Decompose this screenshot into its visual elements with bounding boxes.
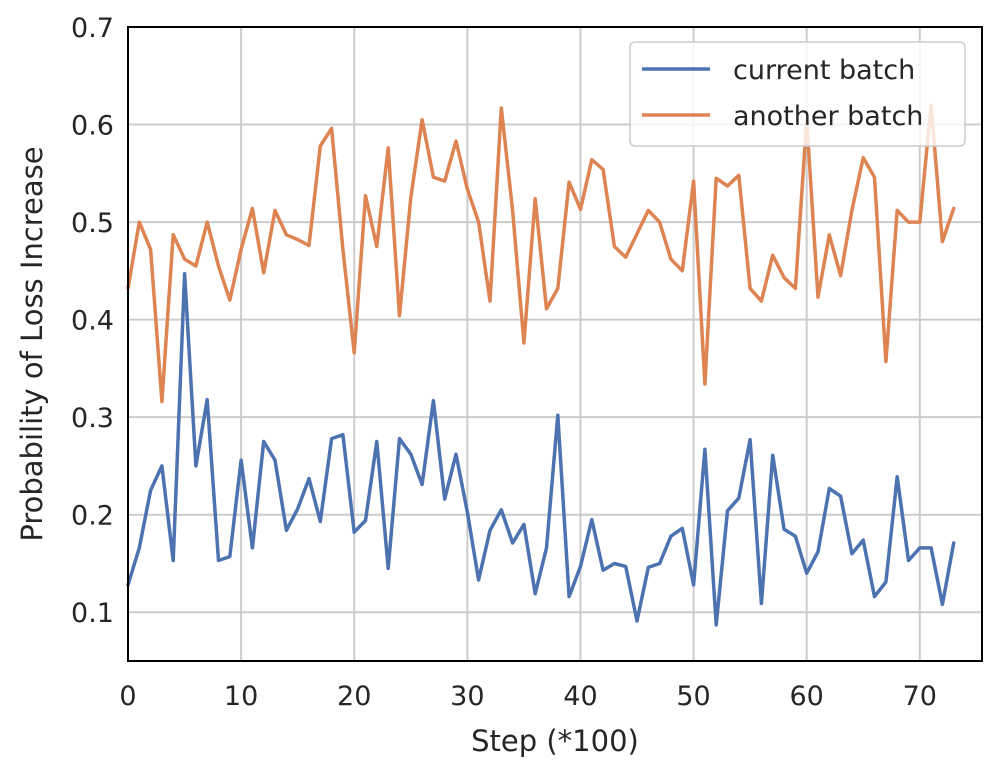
x-tick-label: 10 xyxy=(224,681,258,712)
y-tick-label: 0.6 xyxy=(71,111,114,142)
legend-label: another batch xyxy=(733,101,923,132)
y-tick-label: 0.5 xyxy=(71,208,114,239)
y-tick-label: 0.2 xyxy=(71,501,114,532)
series-layer xyxy=(126,103,956,627)
y-tick-label: 0.7 xyxy=(71,13,114,44)
legend: current batch another batch xyxy=(629,41,966,147)
legend-label: current batch xyxy=(733,55,915,86)
x-tick-label: 70 xyxy=(903,681,937,712)
y-tick-label: 0.1 xyxy=(71,598,114,629)
plot-frame xyxy=(127,26,983,662)
series-line-another-batch xyxy=(126,103,956,404)
x-tick-label: 0 xyxy=(119,681,136,712)
series-line-current-batch xyxy=(126,272,956,627)
y-tick-label: 0.3 xyxy=(71,403,114,434)
x-tick-label: 60 xyxy=(789,681,823,712)
x-axis-label: Step (*100) xyxy=(471,724,639,758)
x-tick-label: 20 xyxy=(337,681,371,712)
legend-box xyxy=(629,41,966,147)
y-axis-label: Probability of Loss Increase xyxy=(15,146,49,541)
x-tick-label: 50 xyxy=(676,681,710,712)
x-ticks: 0 10 20 30 40 50 60 70 xyxy=(119,681,937,712)
x-tick-label: 30 xyxy=(450,681,484,712)
y-ticks: 0.1 0.2 0.3 0.4 0.5 0.6 0.7 xyxy=(71,13,114,629)
y-tick-label: 0.4 xyxy=(71,306,114,337)
x-tick-label: 40 xyxy=(563,681,597,712)
